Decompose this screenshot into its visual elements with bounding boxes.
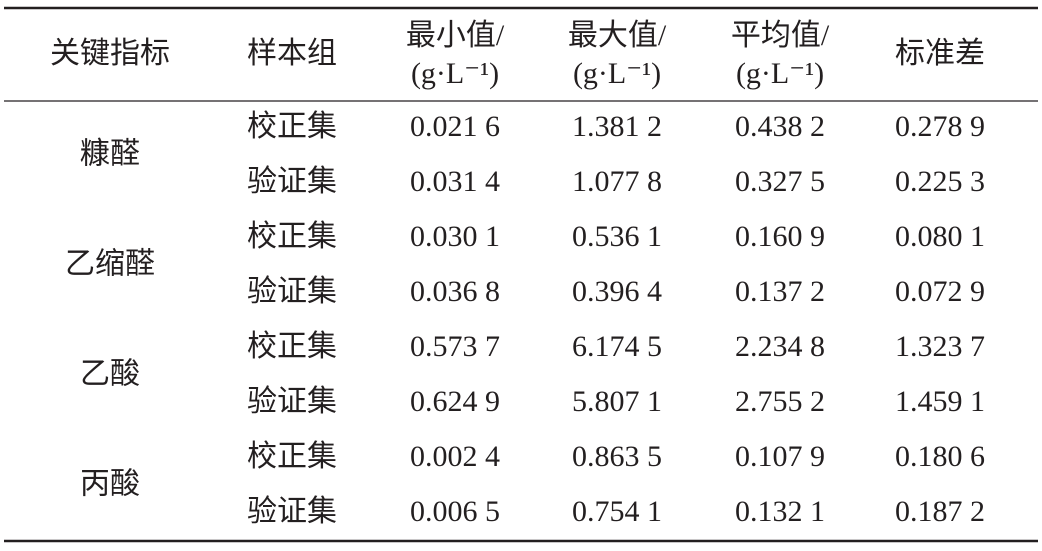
cell-value: 0.438 2 xyxy=(735,110,825,143)
cell-value: 0.036 8 xyxy=(410,275,500,308)
cell-value: 0.573 7 xyxy=(410,330,500,363)
cell-value: 0.624 9 xyxy=(410,385,500,418)
cell-value: 0.225 3 xyxy=(895,165,985,198)
group-label: 乙酸 xyxy=(80,357,140,390)
cell-value: 0.002 4 xyxy=(410,440,500,473)
cell-value: 0.137 2 xyxy=(735,275,825,308)
cell-value: 0.536 1 xyxy=(572,220,662,253)
cell-value: 0.863 5 xyxy=(572,440,662,473)
sample-label: 验证集 xyxy=(247,165,337,198)
header-text: 最大值/ xyxy=(568,19,667,52)
header-text: 标准差 xyxy=(895,37,985,70)
cell-value: 0.030 1 xyxy=(410,220,500,253)
cell-value: 0.278 9 xyxy=(895,110,985,143)
header-unit: (g·L⁻¹) xyxy=(573,57,661,90)
group-label: 糠醛 xyxy=(80,137,140,170)
group-label: 丙酸 xyxy=(80,467,140,500)
cell-value: 0.107 9 xyxy=(735,440,825,473)
cell-value: 1.459 1 xyxy=(895,385,985,418)
sample-label: 校正集 xyxy=(247,110,337,143)
cell-value: 6.174 5 xyxy=(572,330,662,363)
sample-label: 验证集 xyxy=(247,385,337,418)
cell-value: 0.072 9 xyxy=(895,275,985,308)
header-text: 样本组 xyxy=(247,37,337,70)
cell-value: 0.080 1 xyxy=(895,220,985,253)
header-text: 最小值/ xyxy=(406,19,505,52)
cell-value: 2.234 8 xyxy=(735,330,825,363)
cell-value: 0.396 4 xyxy=(572,275,662,308)
header-unit: (g·L⁻¹) xyxy=(411,57,499,90)
cell-value: 0.754 1 xyxy=(572,495,662,528)
cell-value: 0.327 5 xyxy=(735,165,825,198)
cell-value: 2.755 2 xyxy=(735,385,825,418)
sample-label: 验证集 xyxy=(247,495,337,528)
cell-value: 0.160 9 xyxy=(735,220,825,253)
cell-value: 0.180 6 xyxy=(895,440,985,473)
header-text: 平均值/ xyxy=(731,19,830,52)
sample-label: 验证集 xyxy=(247,275,337,308)
cell-value: 1.381 2 xyxy=(572,110,662,143)
cell-value: 0.132 1 xyxy=(735,495,825,528)
cell-value: 0.187 2 xyxy=(895,495,985,528)
sample-label: 校正集 xyxy=(247,330,337,363)
cell-value: 1.323 7 xyxy=(895,330,985,363)
header-text: 关键指标 xyxy=(50,37,170,70)
group-label: 乙缩醛 xyxy=(65,247,155,280)
cell-value: 0.006 5 xyxy=(410,495,500,528)
sample-label: 校正集 xyxy=(247,220,337,253)
cell-value: 0.031 4 xyxy=(410,165,500,198)
cell-value: 1.077 8 xyxy=(572,165,662,198)
cell-value: 0.021 6 xyxy=(410,110,500,143)
cell-value: 5.807 1 xyxy=(572,385,662,418)
sample-label: 校正集 xyxy=(247,440,337,473)
header-unit: (g·L⁻¹) xyxy=(736,57,824,90)
